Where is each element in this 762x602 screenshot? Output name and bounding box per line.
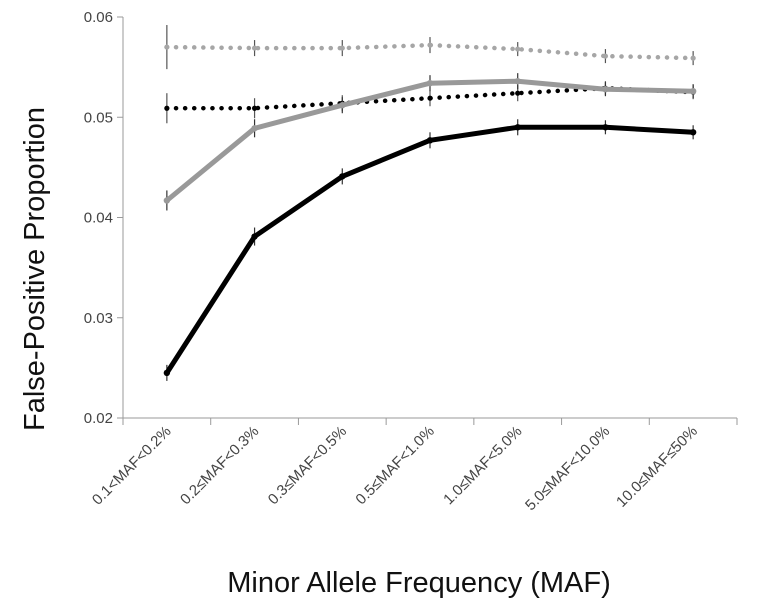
data-point xyxy=(164,44,170,50)
data-point xyxy=(251,45,258,51)
y-tick-label: 0.02 xyxy=(84,410,113,427)
data-point xyxy=(163,197,171,204)
series-3 xyxy=(163,73,697,211)
data-point xyxy=(514,77,521,85)
chart-tick-labels: 0.02 0.03 0.04 0.05 0.06 0.1<MAF<0.2% 0.2≤MAF<… xyxy=(84,9,701,514)
data-point xyxy=(602,124,609,131)
series-1 xyxy=(164,25,696,70)
x-tick-label: 0.2≤MAF<0.3% xyxy=(177,423,262,508)
series-4 xyxy=(163,119,697,381)
data-point xyxy=(339,173,346,180)
data-point xyxy=(690,55,696,61)
data-point xyxy=(339,45,345,51)
x-tick-label: 10.0≤MAF≤50% xyxy=(613,423,701,511)
data-point xyxy=(426,137,434,144)
data-point xyxy=(163,369,171,377)
data-point xyxy=(602,85,609,93)
y-tick-label: 0.05 xyxy=(84,109,113,126)
y-tick-label: 0.06 xyxy=(84,9,113,26)
data-point xyxy=(339,102,346,109)
series-line xyxy=(164,124,696,376)
data-point xyxy=(514,124,521,131)
data-point xyxy=(251,105,258,111)
x-tick-label: 1.0≤MAF<5.0% xyxy=(440,423,525,508)
data-point xyxy=(689,129,697,136)
data-point xyxy=(251,233,258,240)
x-axis-title: Minor Allele Frequency (MAF) xyxy=(227,567,611,599)
x-tick-label: 0.5≤MAF<1.0% xyxy=(352,423,437,508)
y-tick-label: 0.03 xyxy=(84,310,113,327)
data-point xyxy=(689,87,697,95)
x-tick-label: 0.1<MAF<0.2% xyxy=(89,423,175,509)
data-point xyxy=(427,42,433,48)
x-tick-label: 0.3≤MAF<0.5% xyxy=(265,423,350,508)
data-point xyxy=(515,46,521,52)
data-point xyxy=(602,53,609,59)
chart-series xyxy=(163,25,697,381)
chart-axes xyxy=(117,16,738,425)
data-point xyxy=(515,90,521,96)
y-axis-title: False-Positive Proportion xyxy=(19,107,51,431)
data-point xyxy=(164,105,170,111)
data-point xyxy=(427,95,433,101)
data-point xyxy=(251,125,258,132)
y-tick-label: 0.04 xyxy=(84,210,113,227)
data-point xyxy=(426,79,434,87)
x-tick-label: 5.0≤MAF<10.0% xyxy=(522,423,613,514)
